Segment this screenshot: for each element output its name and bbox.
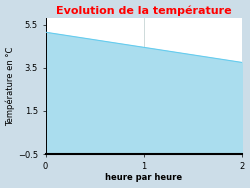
Y-axis label: Température en °C: Température en °C: [6, 46, 15, 126]
X-axis label: heure par heure: heure par heure: [105, 174, 182, 182]
Title: Evolution de la température: Evolution de la température: [56, 6, 232, 16]
